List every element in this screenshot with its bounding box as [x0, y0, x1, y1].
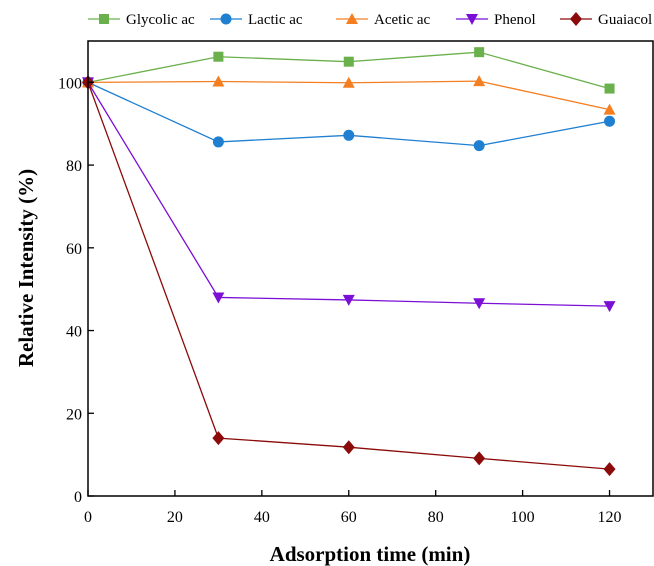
y-tick-label: 20: [66, 406, 82, 423]
data-point: [473, 140, 485, 152]
legend-label: Guaiacol: [598, 12, 652, 28]
y-tick-label: 60: [66, 241, 82, 258]
legend-label: Glycolic ac: [126, 12, 195, 28]
plot-frame: [87, 40, 654, 497]
x-tick-label: 80: [428, 509, 444, 526]
y-axis-title: Relative Intensity (%): [14, 169, 38, 367]
legend-marker: [220, 13, 232, 25]
data-point: [604, 115, 616, 127]
axis-ticks: 0 20 40 60 80 100 120 0 20 40 60 80 100: [58, 75, 622, 526]
data-point: [342, 440, 355, 455]
data-point: [473, 298, 486, 310]
data-point: [603, 301, 616, 313]
series-line: [87, 82, 610, 307]
legend-label: Acetic ac: [374, 12, 431, 28]
x-tick-label: 40: [254, 509, 270, 526]
data-point: [342, 294, 355, 306]
data-point: [603, 462, 616, 477]
data-point: [343, 129, 355, 141]
x-tick-label: 120: [598, 509, 622, 526]
data-point: [212, 292, 225, 304]
legend-marker: [570, 12, 582, 26]
legend-label: Lactic ac: [248, 12, 303, 28]
y-tick-label: 80: [66, 158, 82, 175]
x-tick-label: 100: [511, 509, 535, 526]
data-point: [473, 75, 486, 87]
data-point: [604, 83, 615, 94]
legend-marker: [346, 13, 358, 24]
y-tick-label: 40: [66, 324, 82, 341]
data-point: [213, 51, 224, 62]
y-tick-label: 100: [58, 75, 82, 92]
y-tick-label: 0: [74, 489, 82, 506]
data-point: [603, 103, 616, 115]
series-layer: [82, 47, 616, 477]
legend: Glycolic ac Lactic ac Acetic ac Phenol Guaia…: [88, 12, 652, 28]
legend-marker: [99, 14, 109, 24]
x-tick-label: 0: [84, 509, 92, 526]
legend-marker: [466, 14, 478, 25]
x-axis-title: Adsorption time (min): [270, 542, 471, 566]
data-point: [474, 47, 485, 58]
data-point: [473, 451, 486, 466]
legend-label: Phenol: [494, 12, 536, 28]
data-point: [342, 76, 355, 88]
x-tick-label: 20: [167, 509, 183, 526]
data-point: [212, 75, 225, 87]
x-tick-label: 60: [341, 509, 357, 526]
data-point: [212, 431, 225, 446]
data-point: [212, 136, 224, 148]
data-point: [343, 56, 354, 67]
